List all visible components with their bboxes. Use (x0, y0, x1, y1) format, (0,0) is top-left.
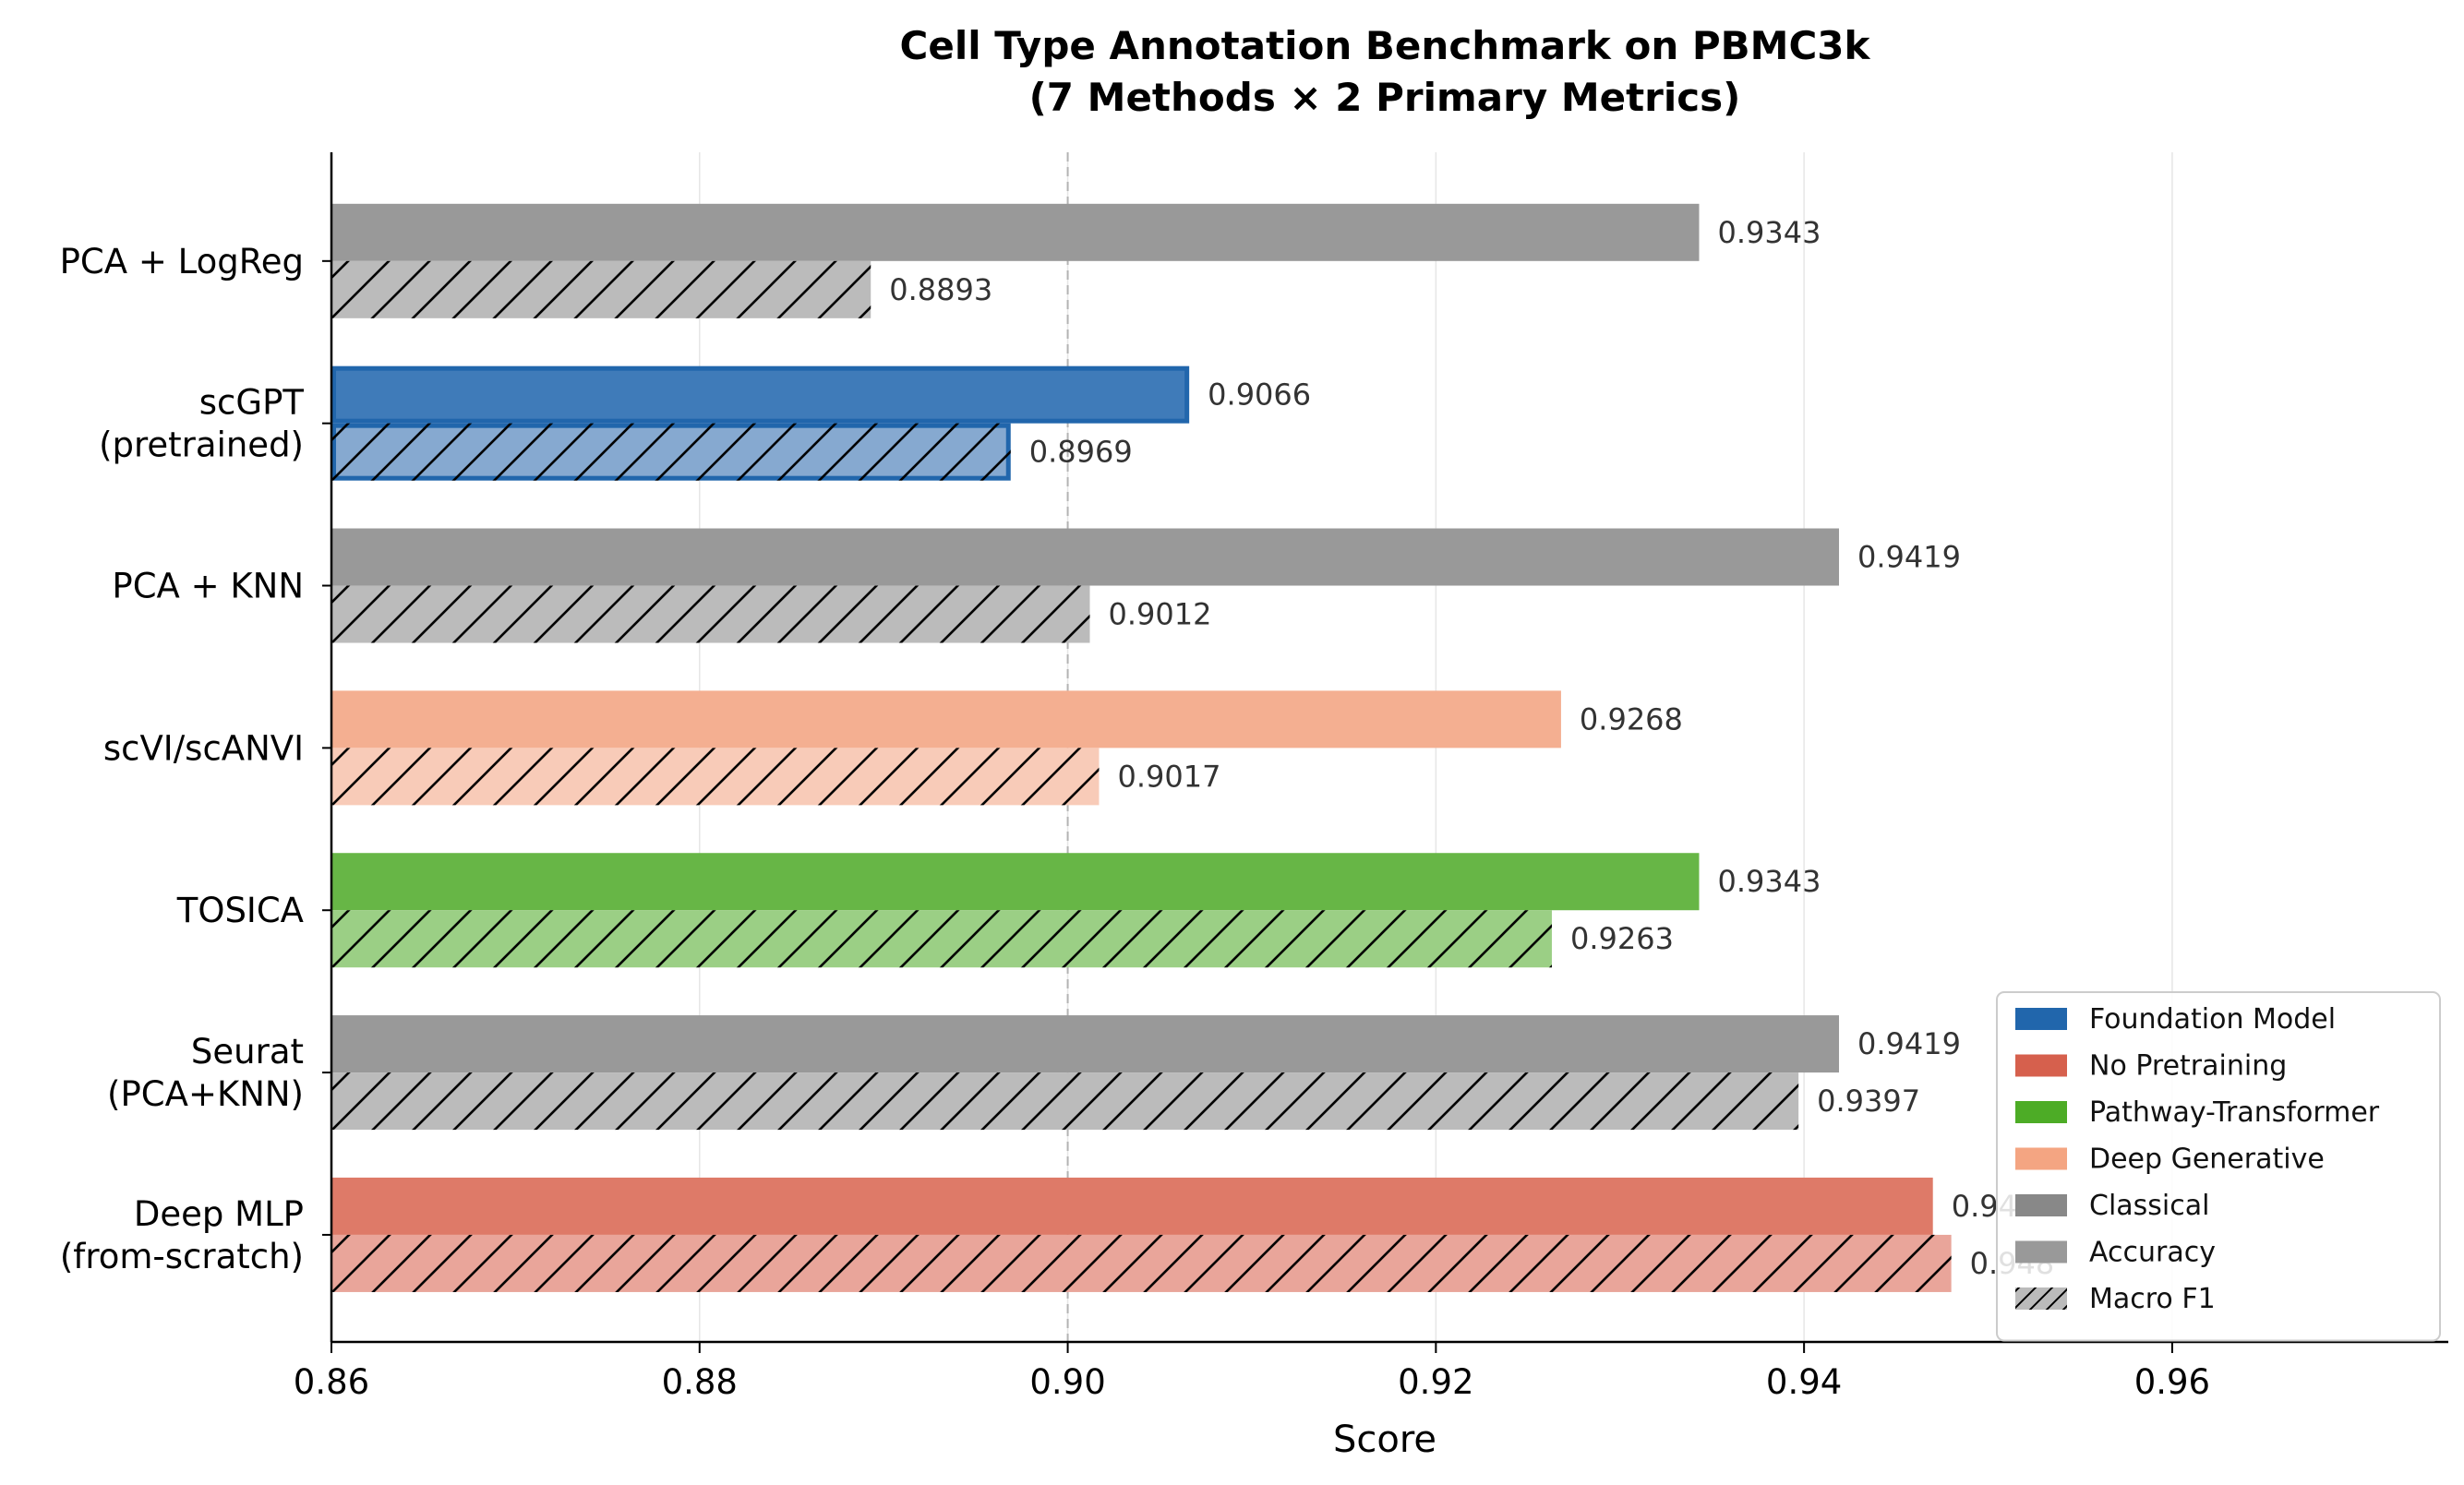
category-label: PCA + LogReg (60, 242, 304, 281)
legend-swatch (2015, 1054, 2067, 1077)
accuracy-bar (331, 1177, 1933, 1235)
axes (322, 152, 2448, 1344)
category-label: scVI/scANVI (103, 728, 304, 768)
chart-title-line-2: (7 Methods × 2 Primary Metrics) (1029, 75, 1741, 120)
legend: Foundation Model No Pretraining Pathway-Tr… (1996, 991, 2441, 1342)
hatch-overlay (331, 1234, 1952, 1292)
x-tick-label: 0.94 (1766, 1362, 1842, 1402)
accuracy-bar (331, 365, 1190, 424)
value-label: 0.9419 (1857, 540, 1961, 575)
legend-label: Deep Generative (2089, 1144, 2325, 1176)
category-label: (from-scratch) (60, 1237, 304, 1276)
legend-swatch (2015, 1147, 2067, 1170)
accuracy-bar (331, 853, 1700, 911)
value-label: 0.8893 (889, 272, 992, 307)
legend-swatch (2015, 1240, 2067, 1263)
legend-frame (1996, 991, 2441, 1342)
hatch-overlay (331, 1072, 1799, 1131)
accuracy-bar (331, 1015, 1840, 1073)
category-label: PCA + KNN (112, 567, 304, 606)
hatch-overlay (331, 910, 1552, 968)
value-label: 0.9263 (1570, 921, 1674, 956)
x-ticks: 0.86 0.88 0.90 0.92 0.94 0.96 (294, 1342, 2210, 1402)
legend-label: Classical (2089, 1190, 2209, 1222)
category-label: (PCA+KNN) (107, 1074, 304, 1114)
accuracy-bar (331, 528, 1840, 586)
accuracy-bar (331, 690, 1561, 748)
category-label: Deep MLP (134, 1194, 304, 1234)
value-label: 0.9397 (1817, 1084, 1920, 1119)
legend-swatch (2015, 1194, 2067, 1216)
value-label: 0.9343 (1717, 215, 1821, 250)
accuracy-bar (331, 203, 1700, 261)
hatch-overlay (331, 423, 1011, 481)
legend-label: Accuracy (2089, 1237, 2216, 1269)
x-tick-label: 0.88 (662, 1362, 738, 1402)
legend-swatch-hatch (2015, 1287, 2067, 1310)
legend-label: No Pretraining (2089, 1050, 2287, 1083)
bars (331, 203, 1952, 1292)
value-label: 0.9012 (1108, 597, 1211, 632)
value-label: 0.9343 (1717, 864, 1821, 899)
category-label: scGPT (199, 383, 305, 423)
legend-label: Pathway-Transformer (2089, 1096, 2380, 1129)
legend-swatch (2015, 1008, 2067, 1030)
category-label: (pretrained) (99, 425, 304, 465)
category-labels: PCA + LogReg scGPT(pretrained) PCA + KNN sc… (60, 242, 305, 1276)
hatch-overlay (331, 260, 871, 318)
value-label: 0.9268 (1580, 701, 1683, 737)
value-label: 0.9066 (1208, 377, 1311, 413)
category-label: Seurat (191, 1032, 304, 1072)
value-label: 0.9419 (1857, 1026, 1961, 1061)
x-tick-label: 0.96 (2134, 1362, 2210, 1402)
legend-label: Foundation Model (2089, 1003, 2336, 1036)
x-tick-label: 0.92 (1398, 1362, 1473, 1402)
chart-title-line-1: Cell Type Annotation Benchmark on PBMC3k (900, 23, 1871, 68)
value-label: 0.9017 (1117, 759, 1220, 794)
hatch-overlay (331, 585, 1090, 643)
x-tick-label: 0.86 (294, 1362, 369, 1402)
legend-label: Macro F1 (2089, 1283, 2216, 1315)
legend-swatch (2015, 1101, 2067, 1123)
hatch-overlay (331, 748, 1100, 806)
chart-title: Cell Type Annotation Benchmark on PBMC3k… (900, 23, 1871, 120)
x-tick-label: 0.90 (1029, 1362, 1105, 1402)
value-label: 0.8969 (1029, 435, 1133, 470)
category-label: TOSICA (176, 891, 304, 930)
x-axis-label: Score (1333, 1419, 1436, 1461)
